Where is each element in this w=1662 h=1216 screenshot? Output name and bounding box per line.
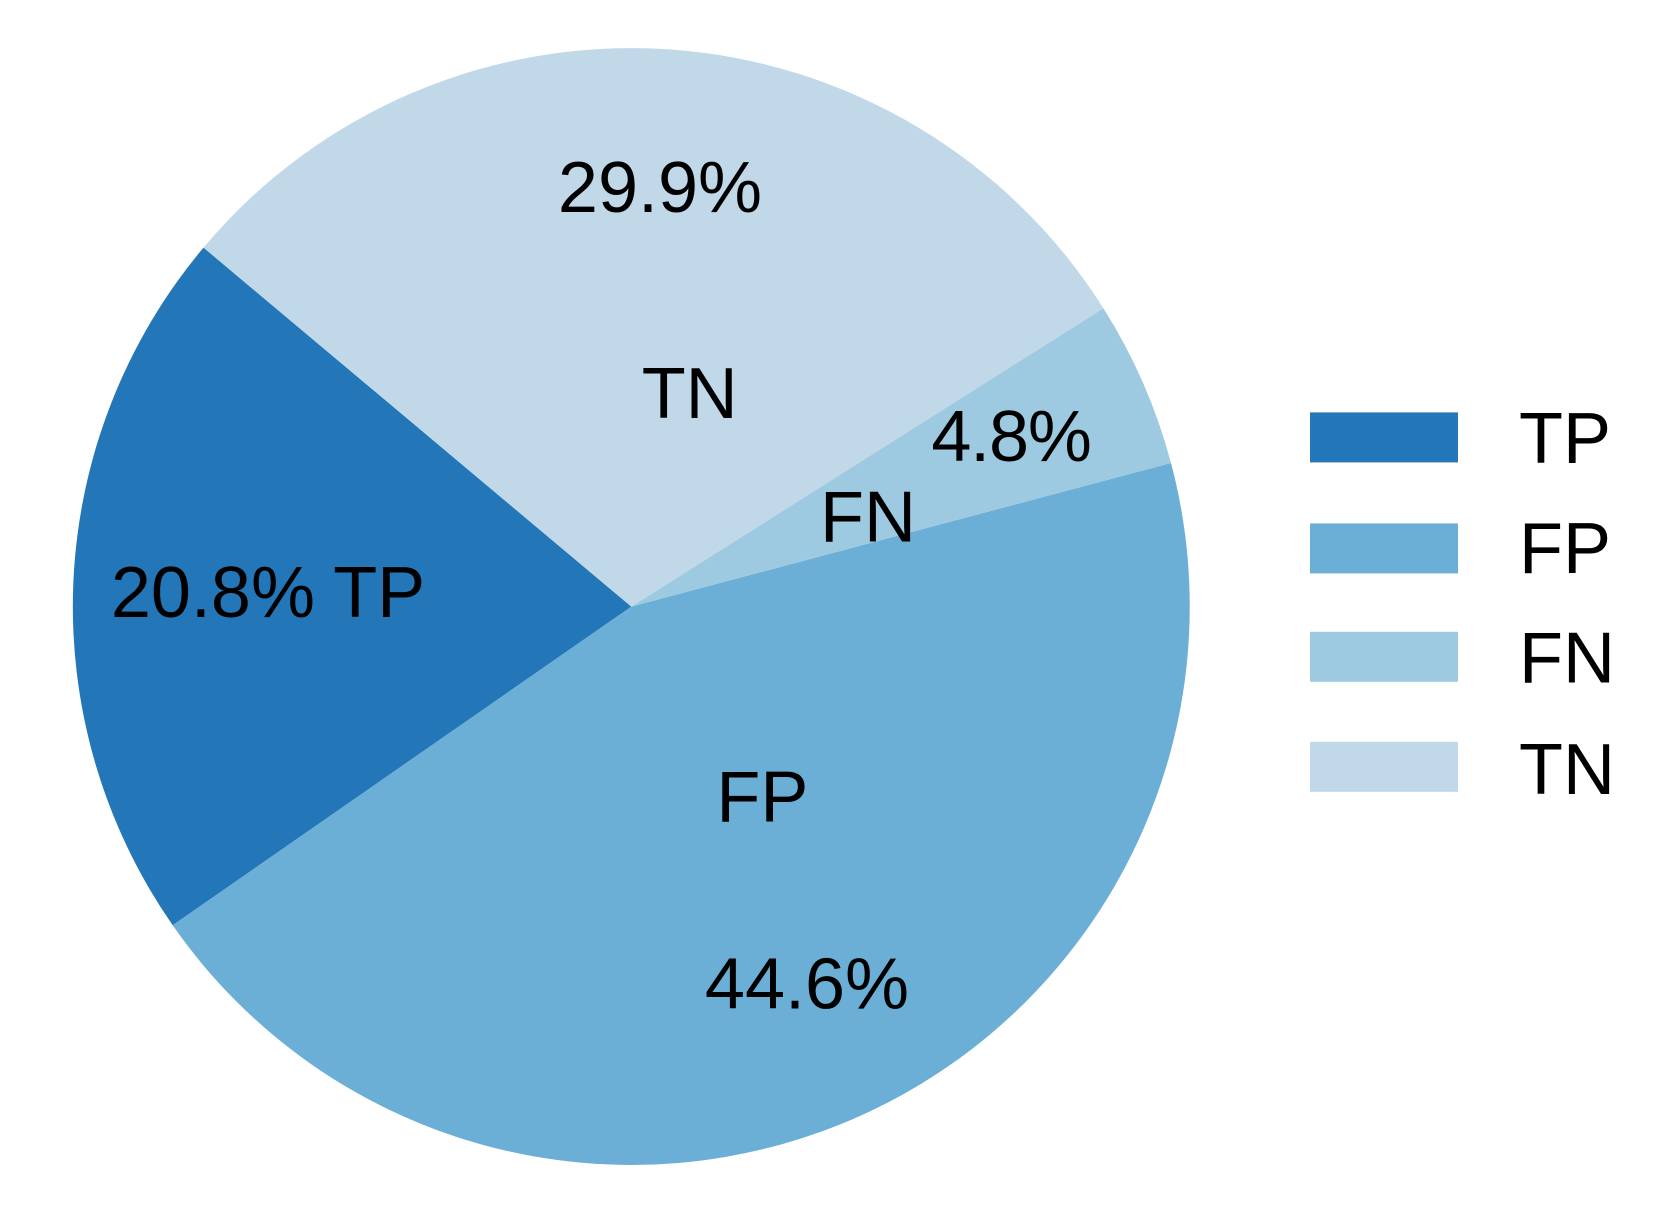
svg-text:FN: FN [1519, 619, 1615, 699]
svg-text:4.8%: 4.8% [931, 397, 1090, 477]
svg-text:FN: FN [820, 478, 916, 558]
svg-text:FP: FP [716, 758, 808, 838]
svg-text:TN: TN [642, 354, 738, 434]
svg-text:29.9%: 29.9% [558, 148, 762, 228]
svg-text:TP: TP [1519, 399, 1611, 479]
svg-text:20.8%: 20.8% [111, 553, 315, 633]
svg-text:TN: TN [1519, 730, 1615, 810]
svg-text:TP: TP [333, 553, 425, 633]
svg-text:44.6%: 44.6% [705, 944, 909, 1024]
svg-text:FP: FP [1519, 509, 1611, 589]
